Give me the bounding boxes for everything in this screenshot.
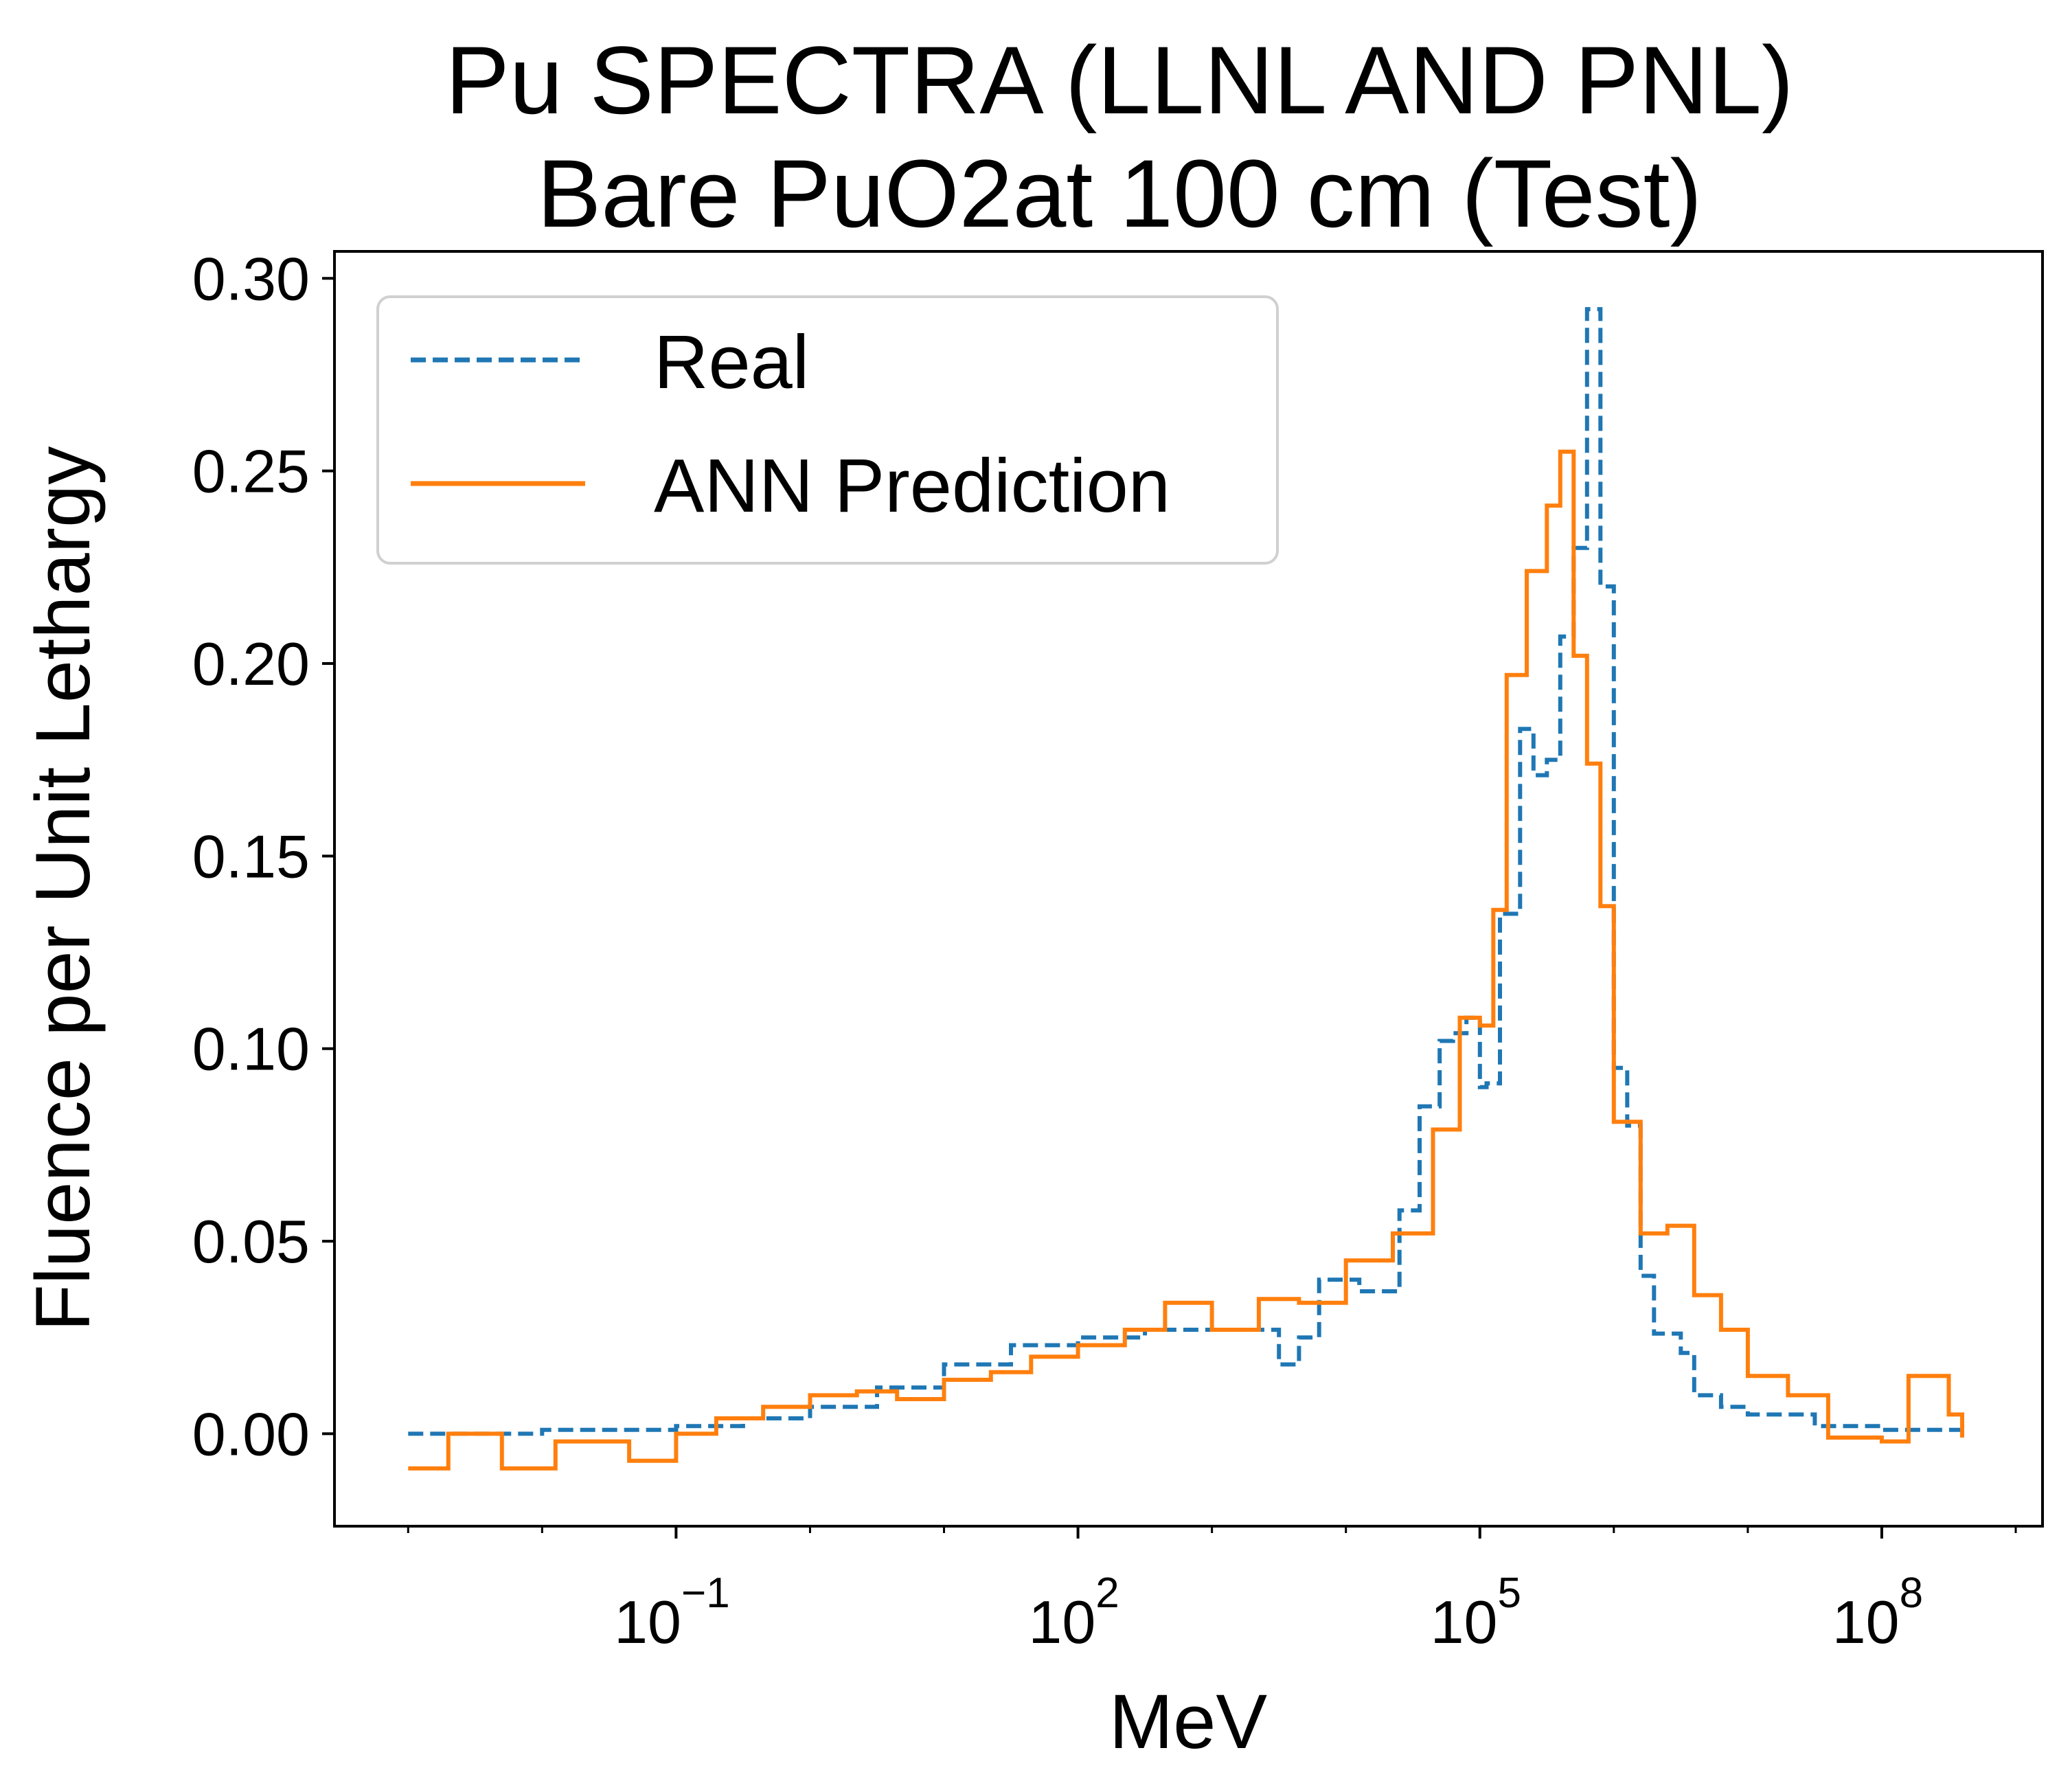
series-line-ann-prediction [408,449,1964,1471]
y-axis-label: Fluence per Unit Lethargy [20,446,106,1332]
y-tick-label: 0.30 [192,245,310,313]
x-tick-label: 10−1 [614,1569,730,1656]
y-tick-label: 0.20 [192,630,310,698]
legend-box [376,295,1279,565]
y-tick-label: 0.25 [192,438,310,506]
legend-label-real: Real [654,320,809,405]
chart-title: Pu SPECTRA (LLNL AND PNL) [445,26,1793,134]
y-tick-label: 0.05 [192,1207,310,1275]
y-axis: 0.00 0.05 0.10 0.15 0.20 0.25 0.30 [192,245,334,1468]
x-axis: 10−1 102 105 108 [407,1526,2017,1656]
x-tick-label: 102 [1028,1569,1119,1656]
legend-label-ann-prediction: ANN Prediction [654,444,1170,528]
plot-series [408,307,1964,1471]
x-axis-label: MeV [1109,1679,1268,1765]
x-tick-label: 108 [1832,1569,1923,1656]
y-tick-label: 0.10 [192,1015,310,1083]
plot-frame [333,250,2044,1528]
y-tick-label: 0.00 [192,1400,310,1468]
chart-subtitle: Bare PuO2at 100 cm (Test) [537,139,1702,247]
y-tick-label: 0.15 [192,822,310,890]
x-tick-label: 105 [1431,1569,1521,1656]
legend: Real ANN Prediction [376,295,1279,565]
